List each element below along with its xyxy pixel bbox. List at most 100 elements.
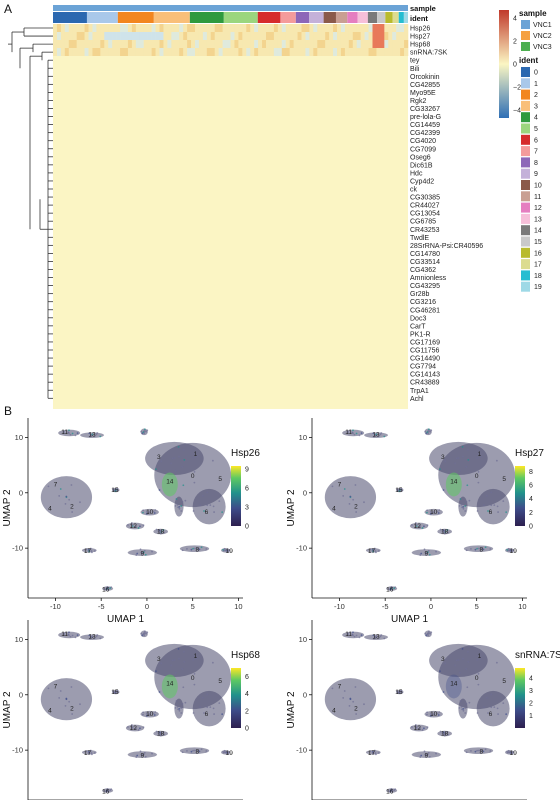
heat-cell <box>155 48 160 56</box>
annotation-label-ident: ident <box>410 14 428 23</box>
cell-point <box>192 457 195 459</box>
cell-point <box>355 713 358 715</box>
cell-point <box>196 749 199 752</box>
cell-point <box>437 714 440 716</box>
heat-cell <box>258 24 263 32</box>
heat-cell <box>167 32 172 40</box>
heat-cell <box>151 24 156 32</box>
heat-cell <box>309 40 314 48</box>
cell-point <box>342 495 345 497</box>
heat-cell <box>84 32 89 40</box>
cell-point <box>438 509 441 511</box>
y-tick-label: 10 <box>299 635 307 644</box>
cell-point <box>173 659 176 661</box>
cell-point <box>147 713 150 716</box>
cell-point <box>454 664 457 667</box>
cluster-label: 9 <box>425 753 429 760</box>
heat-cell <box>230 24 235 32</box>
heat-cell <box>218 32 223 40</box>
cell-point <box>146 631 149 634</box>
cell-point <box>158 531 161 534</box>
cell-point <box>163 531 166 534</box>
cell-point <box>480 547 483 550</box>
ident-legend-swatch <box>521 134 530 145</box>
heat-cell <box>116 40 121 48</box>
heat-cell <box>104 40 109 48</box>
cell-point <box>209 706 212 709</box>
cluster-label: 0 <box>191 473 195 480</box>
cell-point <box>130 522 133 524</box>
cell-point <box>145 712 148 715</box>
heat-cell <box>92 48 97 56</box>
sample-bar-segment <box>321 5 329 11</box>
cell-point <box>182 686 185 689</box>
cell-point <box>227 752 230 755</box>
feature-legend-tick: 0 <box>245 524 249 531</box>
cell-point <box>142 511 144 514</box>
heat-cell <box>301 40 306 48</box>
cell-point <box>68 432 70 435</box>
cell-point <box>158 733 161 736</box>
heat-cell <box>277 40 283 48</box>
heat-cell <box>329 24 334 32</box>
cell-point <box>505 511 508 514</box>
cell-point <box>59 488 62 490</box>
heat-cell <box>214 48 219 56</box>
cell-point <box>93 752 96 754</box>
gene-label: Doc3 <box>410 315 426 322</box>
ident-legend-swatch <box>521 123 530 134</box>
heat-cell <box>104 32 109 40</box>
cell-point <box>177 446 180 448</box>
cell-point <box>223 547 226 550</box>
cell-point <box>358 434 361 437</box>
gene-label: CG17169 <box>410 339 440 346</box>
heat-cell <box>72 24 77 32</box>
heat-cell <box>348 40 354 48</box>
cell-point <box>151 550 153 553</box>
cluster-label: 3 <box>441 454 445 461</box>
cell-point <box>414 724 417 726</box>
cell-point <box>63 432 65 435</box>
heat-cell <box>171 32 176 40</box>
heat-cell <box>143 40 148 48</box>
heat-cell <box>262 40 267 48</box>
cell-point <box>373 636 376 639</box>
cell-point <box>442 531 445 534</box>
heat-cell <box>135 48 141 56</box>
heat-cell <box>289 24 294 32</box>
cell-point <box>171 457 174 460</box>
gene-label: Orcokinin <box>410 74 440 81</box>
x-axis-label: UMAP 1 <box>107 614 144 625</box>
cell-point <box>427 428 430 431</box>
cell-point <box>509 550 512 553</box>
cell-point <box>109 789 112 792</box>
heat-cell <box>360 40 365 48</box>
cluster-label: 14 <box>450 681 458 688</box>
cluster-label: 0 <box>475 473 479 480</box>
cell-point <box>442 733 445 736</box>
heat-cell <box>202 48 208 56</box>
heat-cell <box>195 32 200 40</box>
cell-point <box>343 690 346 692</box>
cell-point <box>507 749 510 752</box>
heat-cell <box>76 24 81 32</box>
cell-point <box>363 703 365 706</box>
heat-cell <box>163 32 168 40</box>
cell-point <box>64 704 67 707</box>
ident-bar-segment <box>189 12 224 23</box>
heat-cell <box>108 24 113 32</box>
heat-cell <box>325 24 330 32</box>
cell-point <box>430 631 433 634</box>
heat-cell <box>80 32 85 40</box>
cell-point <box>465 668 468 670</box>
cell-point <box>454 462 457 465</box>
heat-cell <box>56 40 62 48</box>
heat-cell <box>273 24 279 32</box>
heat-cell <box>352 40 358 48</box>
heat-cell <box>368 48 373 56</box>
heat-cell <box>183 24 188 32</box>
cell-point <box>484 748 487 751</box>
cluster-label: 14 <box>166 479 174 486</box>
cell-point <box>393 587 396 590</box>
cluster-label: 19 <box>226 548 234 555</box>
